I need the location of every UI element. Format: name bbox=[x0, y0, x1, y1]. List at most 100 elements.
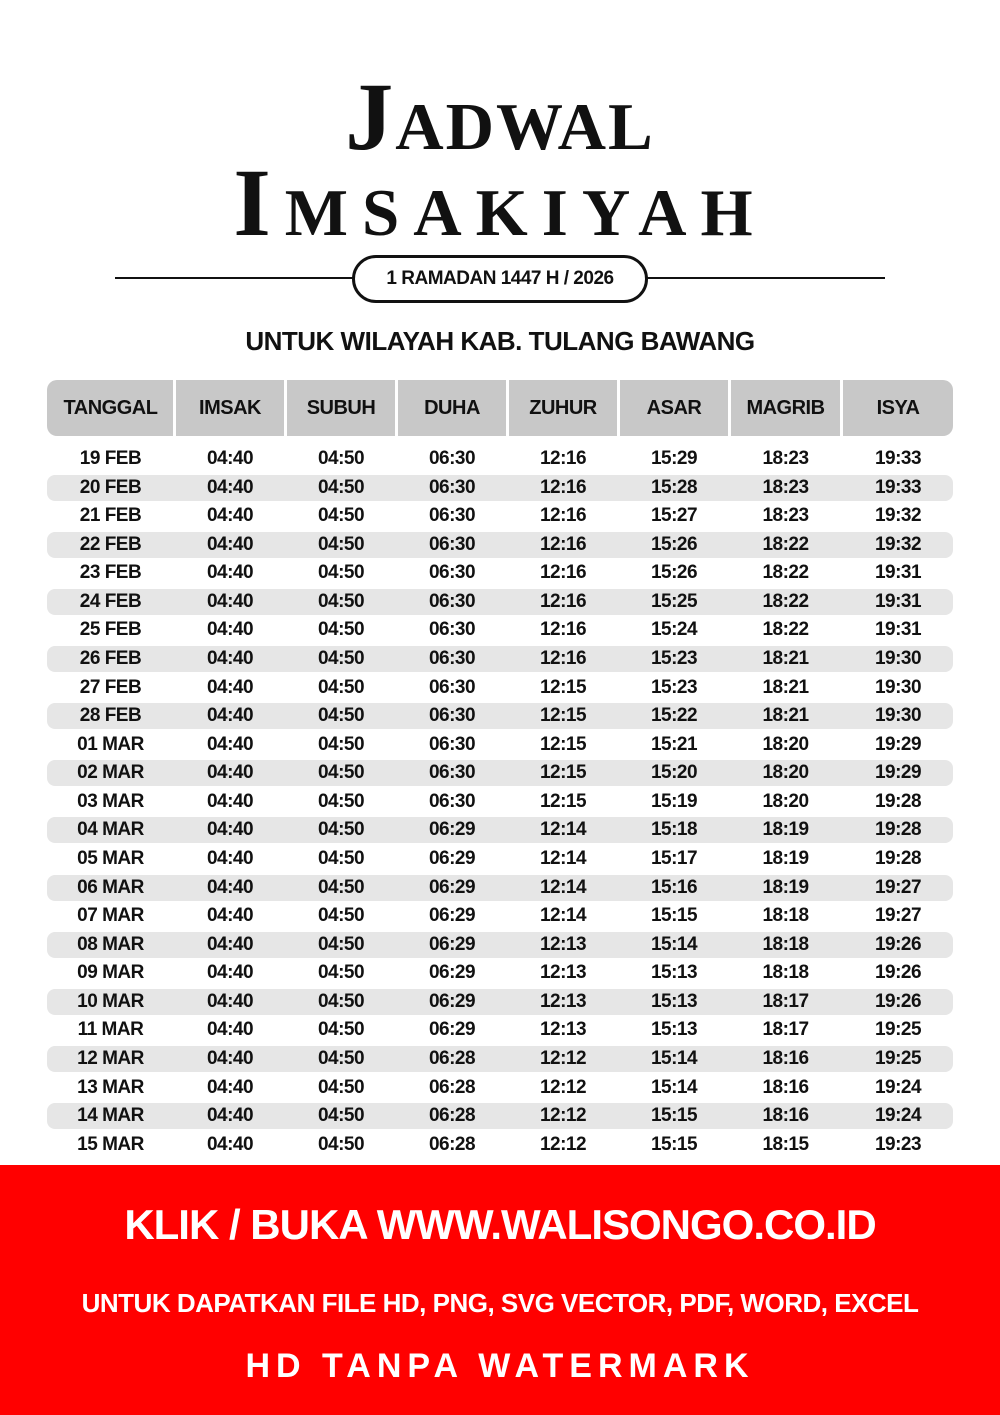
cell-tanggal: 12 MAR bbox=[47, 1046, 174, 1072]
cell-text: 12:14 bbox=[539, 876, 587, 898]
cell-text: 04:50 bbox=[317, 1047, 365, 1069]
cell-magrib: 18:20 bbox=[731, 760, 840, 786]
cell-text: 04:50 bbox=[317, 562, 365, 584]
cell-text: 19:26 bbox=[874, 990, 922, 1012]
cell-text: 04:50 bbox=[317, 505, 365, 527]
cell-zuhur: 12:15 bbox=[509, 675, 617, 701]
cell-text: 06:29 bbox=[428, 962, 476, 984]
column-header-label: DUHA bbox=[424, 396, 480, 419]
cell-text: 28 FEB bbox=[79, 705, 142, 727]
cell-isya: 19:26 bbox=[843, 960, 953, 986]
cell-duha: 06:29 bbox=[398, 960, 506, 986]
cell-duha: 06:29 bbox=[398, 932, 506, 958]
cell-text: 15:19 bbox=[650, 790, 698, 812]
cell-asar: 15:26 bbox=[620, 532, 728, 558]
cell-zuhur: 12:13 bbox=[509, 1017, 617, 1043]
cell-text: 12:12 bbox=[539, 1076, 587, 1098]
table-row: 13 MAR 04:40 04:50 06:28 12:12 15:14 18:16 19:2… bbox=[47, 1075, 953, 1101]
cell-text: 15:26 bbox=[650, 533, 698, 555]
cell-text: 12:14 bbox=[539, 905, 587, 927]
cell-magrib: 18:19 bbox=[731, 875, 840, 901]
cell-text: 11 MAR bbox=[77, 1019, 144, 1041]
cell-asar: 15:14 bbox=[620, 932, 728, 958]
cell-zuhur: 12:12 bbox=[509, 1046, 617, 1072]
cell-text: 04:50 bbox=[317, 1076, 365, 1098]
cell-zuhur: 12:14 bbox=[509, 846, 617, 872]
cell-text: 04:40 bbox=[206, 1105, 254, 1127]
cell-text: 19:32 bbox=[874, 533, 922, 555]
cell-text: 18:22 bbox=[762, 590, 809, 612]
cell-text: 15:16 bbox=[650, 876, 698, 898]
table-row: 12 MAR 04:40 04:50 06:28 12:12 15:14 18:16 19:2… bbox=[47, 1045, 953, 1072]
banner-line-1: KLIK / BUKA WWW.WALISONGO.CO.ID bbox=[124, 1201, 876, 1248]
column-header-label: IMSAK bbox=[199, 396, 261, 419]
cell-text: 19:28 bbox=[874, 819, 922, 841]
cell-imsak: 04:40 bbox=[176, 1103, 284, 1129]
cell-text: 15:14 bbox=[650, 1047, 698, 1069]
cell-subuh: 04:50 bbox=[287, 475, 395, 501]
column-header-duha: DUHA bbox=[398, 380, 506, 436]
cell-tanggal: 02 MAR bbox=[47, 760, 174, 786]
cell-text: 12:13 bbox=[539, 933, 587, 955]
ramadan-year-badge: 1 RAMADAN 1447 H / 2026 bbox=[352, 255, 648, 303]
cell-isya: 19:23 bbox=[843, 1132, 953, 1158]
cell-tanggal: 25 FEB bbox=[47, 617, 174, 643]
cell-text: 18:18 bbox=[762, 905, 809, 927]
divider-left bbox=[115, 277, 355, 279]
cell-text: 04:50 bbox=[317, 933, 365, 955]
title-imsakiyah: Imsakiyah bbox=[233, 149, 767, 256]
cell-duha: 06:30 bbox=[398, 617, 506, 643]
table-row: 06 MAR 04:40 04:50 06:29 12:14 15:16 18:19 19:2… bbox=[47, 874, 953, 901]
cell-asar: 15:25 bbox=[620, 589, 728, 615]
banner-line-2: UNTUK DAPATKAN FILE HD, PNG, SVG VECTOR,… bbox=[81, 1288, 919, 1318]
cell-text: 04:50 bbox=[317, 762, 365, 784]
cell-text: 15:24 bbox=[650, 619, 698, 641]
cell-duha: 06:28 bbox=[398, 1075, 506, 1101]
cell-text: 18:20 bbox=[762, 733, 809, 755]
cell-text: 04:40 bbox=[206, 1047, 254, 1069]
cell-text: 06:29 bbox=[428, 933, 476, 955]
table-row: 27 FEB 04:40 04:50 06:30 12:15 15:23 18:21 19:3… bbox=[47, 675, 953, 701]
cell-isya: 19:32 bbox=[843, 503, 953, 529]
cell-text: 04:50 bbox=[317, 619, 365, 641]
cell-text: 04:40 bbox=[206, 1076, 254, 1098]
cell-tanggal: 05 MAR bbox=[47, 846, 174, 872]
cell-zuhur: 12:16 bbox=[509, 646, 617, 672]
cell-magrib: 18:16 bbox=[731, 1046, 840, 1072]
cell-isya: 19:33 bbox=[843, 475, 953, 501]
cell-text: 06:30 bbox=[428, 705, 476, 727]
cell-text: 18:19 bbox=[762, 819, 809, 841]
cell-subuh: 04:50 bbox=[287, 846, 395, 872]
cell-tanggal: 07 MAR bbox=[47, 903, 174, 929]
cell-text: 12:14 bbox=[539, 847, 587, 869]
cell-magrib: 18:17 bbox=[731, 1017, 840, 1043]
cell-text: 19:31 bbox=[874, 619, 922, 641]
cell-text: 05 MAR bbox=[77, 847, 144, 869]
cell-text: 12:15 bbox=[539, 733, 587, 755]
cell-asar: 15:19 bbox=[620, 789, 728, 815]
cell-duha: 06:28 bbox=[398, 1103, 506, 1129]
cell-isya: 19:31 bbox=[843, 589, 953, 615]
cell-text: 03 MAR bbox=[77, 790, 144, 812]
column-separator bbox=[840, 380, 843, 436]
cell-subuh: 04:50 bbox=[287, 760, 395, 786]
cell-subuh: 04:50 bbox=[287, 446, 395, 472]
cell-duha: 06:30 bbox=[398, 675, 506, 701]
cell-subuh: 04:50 bbox=[287, 1017, 395, 1043]
cell-magrib: 18:17 bbox=[731, 989, 840, 1015]
cell-text: 23 FEB bbox=[79, 562, 142, 584]
table-row: 22 FEB 04:40 04:50 06:30 12:16 15:26 18:22 19:3… bbox=[47, 531, 953, 558]
cell-text: 04 MAR bbox=[77, 819, 144, 841]
cell-zuhur: 12:16 bbox=[509, 589, 617, 615]
banner-line-3: HD TANPA WATERMARK bbox=[245, 1347, 755, 1385]
cell-text: 15:13 bbox=[650, 1019, 698, 1041]
cell-tanggal: 19 FEB bbox=[47, 446, 174, 472]
cell-text: 15:26 bbox=[650, 562, 698, 584]
cell-text: 12:16 bbox=[539, 505, 587, 527]
cell-isya: 19:28 bbox=[843, 817, 953, 843]
cell-text: 06:28 bbox=[428, 1133, 476, 1155]
cell-text: 04:40 bbox=[206, 905, 254, 927]
cell-text: 06:30 bbox=[428, 533, 476, 555]
table-row: 15 MAR 04:40 04:50 06:28 12:12 15:15 18:15 19:2… bbox=[47, 1132, 953, 1158]
cell-text: 18:23 bbox=[762, 505, 809, 527]
